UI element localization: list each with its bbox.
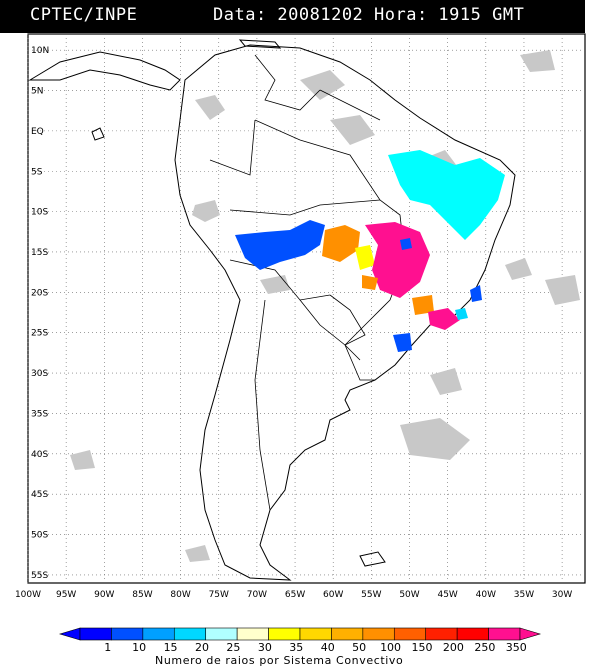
- lon-label: 50W: [399, 590, 419, 600]
- cluster-orange-matogrosso: [322, 225, 360, 262]
- latitude-labels: 10N 5N EQ 5S 10S 15S 20S 25S 30S 35S 40S 45S 50S 55S: [31, 46, 49, 581]
- colorbar-cell: [236, 627, 269, 641]
- lon-label: 55W: [361, 590, 381, 600]
- cluster-cyan-northeast: [388, 150, 505, 240]
- colorbar-label: 15: [164, 641, 178, 654]
- longitude-labels: 100W 95W 90W 85W 80W 75W 70W 65W 60W 55W 50W 45W 40W…: [15, 590, 572, 600]
- lon-label: 80W: [170, 590, 190, 600]
- lat-label: 30S: [31, 369, 48, 379]
- lon-label: 40W: [476, 590, 496, 600]
- colorbar-label: 1: [104, 641, 111, 654]
- colorbar-cell: [173, 627, 207, 641]
- lon-label: 75W: [209, 590, 229, 600]
- colorbar-cell: [331, 627, 364, 641]
- lat-label: 10S: [31, 208, 48, 218]
- cluster-magenta-central: [365, 222, 430, 298]
- country-borders: [209, 54, 406, 511]
- lat-label: 5S: [31, 167, 43, 177]
- lon-label: 65W: [285, 590, 305, 600]
- lon-label: 45W: [437, 590, 457, 600]
- agency-label: CPTEC/INPE: [30, 5, 138, 25]
- title-bar: CPTEC/INPE Data: 20081202 Hora: 1915 GMT: [0, 0, 585, 33]
- lon-label: 30W: [552, 590, 572, 600]
- lon-label: 85W: [132, 590, 152, 600]
- lat-label: 50S: [31, 531, 48, 541]
- colorbar-label: 30: [258, 641, 272, 654]
- lat-label: 10N: [31, 46, 49, 56]
- cluster-blue-south: [393, 333, 412, 352]
- colorbar-label: 25: [226, 641, 240, 654]
- colorbar-label: 150: [412, 641, 433, 654]
- colorbar-label: 20: [195, 641, 209, 654]
- lat-label: 55S: [31, 571, 48, 581]
- colorbar-cell: [111, 627, 144, 641]
- colorbar-arrow-left: [58, 627, 81, 641]
- colorbar-cell: [205, 627, 238, 641]
- lon-label: 35W: [514, 590, 534, 600]
- grid-lines: [27, 34, 585, 583]
- lon-label: 90W: [94, 590, 114, 600]
- lat-label: 5N: [31, 87, 43, 97]
- colorbar-cell: [299, 627, 332, 641]
- lon-label: 70W: [247, 590, 267, 600]
- lightning-map: 10N5NEQ5S10S15S20S25S30S35S40S45S50S55S …: [15, 33, 586, 600]
- colorbar-cell: [142, 627, 175, 641]
- lon-label: 100W: [15, 590, 41, 600]
- lightning-clusters: [235, 150, 505, 352]
- colorbar-cell: [268, 627, 301, 641]
- lon-label: 60W: [323, 590, 343, 600]
- colorbar-label: 200: [443, 641, 464, 654]
- lat-label: EQ: [31, 127, 44, 137]
- colorbar-label: 250: [474, 641, 495, 654]
- colorbar-label: 10: [132, 641, 146, 654]
- datetime-label: Data: 20081202 Hora: 1915 GMT: [213, 5, 525, 25]
- lat-label: 15S: [31, 248, 48, 258]
- colorbar-label: 40: [321, 641, 335, 654]
- cluster-cyan-se: [455, 308, 468, 320]
- cluster-orange-se: [412, 295, 434, 315]
- colorbar-title: Numero de raios por Sistema Convectivo: [155, 654, 404, 667]
- lat-label: 20S: [31, 288, 48, 298]
- colorbar: 1 10 15 20 25 30 35 40 50 100 150 200 250 350: [58, 627, 542, 654]
- colorbar-cell: [362, 627, 395, 641]
- colorbar-cell: [488, 627, 521, 641]
- cluster-blue-east: [470, 285, 482, 302]
- colorbar-label: 50: [352, 641, 366, 654]
- lat-label: 40S: [31, 450, 48, 460]
- lat-label: 45S: [31, 490, 48, 500]
- colorbar-label: 350: [506, 641, 527, 654]
- coastlines: [28, 39, 516, 581]
- colorbar-label: 100: [380, 641, 401, 654]
- colorbar-label: 35: [289, 641, 303, 654]
- colorbar-arrow-right: [519, 627, 542, 641]
- colorbar-cell: [79, 627, 112, 641]
- cluster-orange-south: [362, 275, 378, 290]
- lat-label: 35S: [31, 409, 48, 419]
- colorbar-cell: [425, 627, 458, 641]
- cluster-blue-bolivia: [235, 220, 325, 270]
- lat-label: 25S: [31, 329, 48, 339]
- colorbar-cell: [393, 627, 427, 641]
- cluster-magenta-se: [428, 308, 460, 330]
- cluster-yellow: [355, 245, 375, 270]
- colorbar-cell: [456, 627, 489, 641]
- cloud-cover: [70, 50, 580, 562]
- lon-label: 95W: [56, 590, 76, 600]
- cluster-blue-small: [400, 238, 412, 250]
